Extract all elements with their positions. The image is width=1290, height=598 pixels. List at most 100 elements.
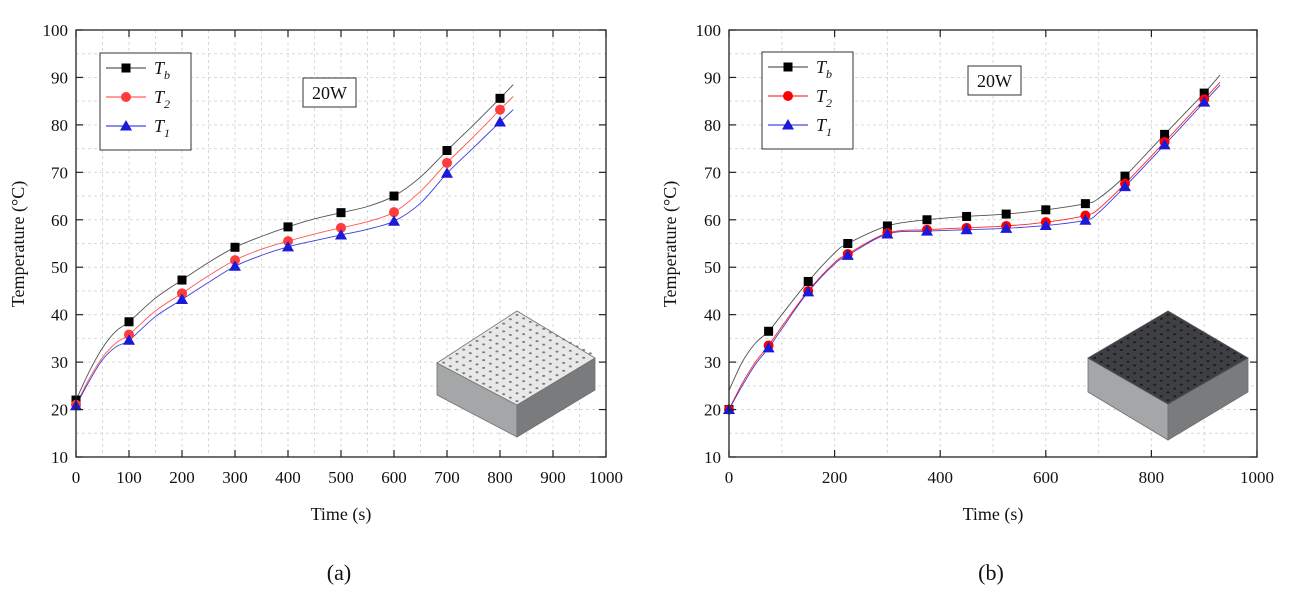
- hole: [1139, 376, 1143, 379]
- hole: [1199, 340, 1203, 343]
- hole: [542, 374, 546, 377]
- hole: [1133, 356, 1137, 359]
- hole: [495, 366, 499, 369]
- hole: [1173, 340, 1177, 343]
- hole: [1166, 360, 1170, 363]
- legend-entry-Tb: Tb: [768, 57, 832, 81]
- hole: [1139, 360, 1143, 363]
- perforation-holes: [442, 313, 592, 403]
- hole: [555, 350, 559, 353]
- hole: [548, 339, 552, 342]
- hole: [1166, 352, 1170, 355]
- hole: [508, 380, 512, 383]
- hole: [482, 343, 486, 346]
- hole: [1193, 329, 1197, 332]
- hole: [508, 388, 512, 391]
- hole: [555, 334, 559, 337]
- hole: [502, 385, 506, 388]
- data-point-T1: [1198, 96, 1211, 107]
- hole: [568, 365, 572, 368]
- hole: [488, 339, 492, 342]
- hole: [502, 330, 506, 333]
- hole: [1106, 356, 1110, 359]
- hole: [562, 354, 566, 357]
- hole: [575, 361, 579, 364]
- y-tick-label: 70: [704, 163, 721, 182]
- hole: [495, 326, 499, 329]
- hole: [1193, 360, 1197, 363]
- hole: [1119, 341, 1123, 344]
- hole: [1173, 364, 1177, 367]
- hole: [542, 367, 546, 370]
- hole: [515, 321, 519, 324]
- data-point-Tb: [230, 242, 240, 252]
- hole: [508, 357, 512, 360]
- legend-label-main: T: [816, 86, 828, 106]
- y-tick-label: 50: [704, 258, 721, 277]
- hole: [475, 371, 479, 374]
- tick-labels: 0 200 400 600 800 1000 10 20 30 40 50 60 70 80 90 100: [696, 21, 1275, 487]
- hole: [1213, 371, 1217, 374]
- hole: [568, 341, 572, 344]
- x-tick-label: 1000: [589, 468, 623, 487]
- hole: [1206, 375, 1210, 378]
- hole: [1119, 364, 1123, 367]
- data-point-Tb: [283, 222, 293, 232]
- hole: [1199, 364, 1203, 367]
- legend-entry-T1: T1: [106, 116, 170, 140]
- hole: [1146, 372, 1150, 375]
- hole: [455, 368, 459, 371]
- y-tick-label: 60: [51, 211, 68, 230]
- hole: [1166, 337, 1170, 340]
- hole: [1159, 333, 1163, 336]
- hole: [488, 378, 492, 381]
- hole: [1219, 367, 1223, 370]
- hole: [1106, 364, 1110, 367]
- hole: [1133, 348, 1137, 351]
- hole: [1199, 348, 1203, 351]
- y-tick-label: 80: [51, 116, 68, 135]
- y-tick-label: 40: [704, 306, 721, 325]
- hole: [555, 366, 559, 369]
- data-point-T1: [1079, 214, 1092, 225]
- y-tick-label: 50: [51, 258, 68, 277]
- y-tick-label: 100: [696, 21, 722, 40]
- hole: [508, 349, 512, 352]
- hole: [1159, 372, 1163, 375]
- y-tick-label: 70: [51, 163, 68, 182]
- data-point-Tb: [962, 211, 972, 221]
- hole: [528, 360, 532, 363]
- hole: [502, 377, 506, 380]
- hole: [455, 360, 459, 363]
- x-tick-label: 0: [725, 468, 734, 487]
- legend-label-sub: 1: [826, 125, 832, 139]
- y-tick-label: 90: [704, 68, 721, 87]
- data-point-T1: [921, 225, 933, 236]
- hole: [495, 373, 499, 376]
- hole: [1173, 379, 1177, 382]
- hole: [1126, 368, 1130, 371]
- hole: [515, 400, 519, 403]
- hole: [1113, 352, 1117, 355]
- legend-box: [761, 51, 854, 150]
- hole: [1159, 379, 1163, 382]
- hole: [1233, 359, 1237, 362]
- hole: [515, 345, 519, 348]
- hole: [1126, 337, 1130, 340]
- hole: [1213, 356, 1217, 359]
- hole: [562, 338, 566, 341]
- x-tick-label: 900: [540, 468, 566, 487]
- data-point-Tb: [1120, 171, 1130, 181]
- hole: [1179, 368, 1183, 371]
- hole: [1146, 348, 1150, 351]
- hole: [1233, 352, 1237, 355]
- hole: [1206, 360, 1210, 363]
- hole: [1179, 337, 1183, 340]
- annotation-box: 20W: [967, 65, 1022, 96]
- hole: [462, 356, 466, 359]
- hole: [522, 325, 526, 328]
- hole: [1173, 356, 1177, 359]
- hole: [1239, 356, 1243, 359]
- hole: [1199, 333, 1203, 336]
- hole: [508, 365, 512, 368]
